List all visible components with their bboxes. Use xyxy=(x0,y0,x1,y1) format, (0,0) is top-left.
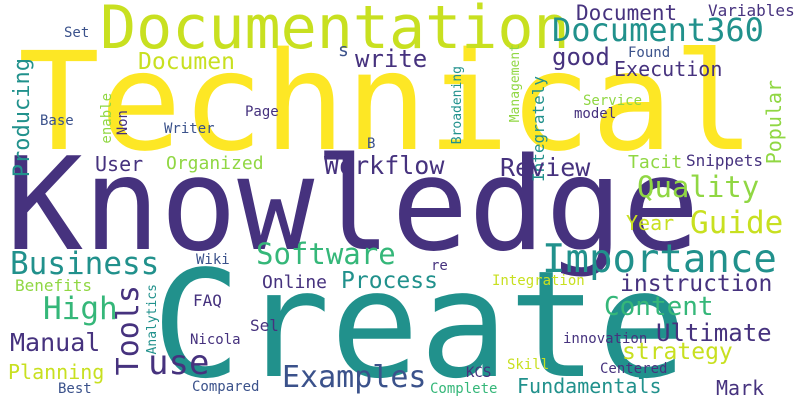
word-broadening: Broadening xyxy=(450,66,465,145)
word-model: model xyxy=(574,106,617,122)
word-high: High xyxy=(43,291,118,327)
word-workflow: Workflow xyxy=(324,151,445,180)
word-s: s xyxy=(338,40,349,61)
word-compared: Compared xyxy=(192,379,260,395)
word-snippets: Snippets xyxy=(686,151,764,170)
word-innovation: innovation xyxy=(563,331,648,347)
word-documen: Documen xyxy=(138,49,235,75)
word-document: Document xyxy=(576,1,678,25)
word-guide: Guide xyxy=(690,205,784,241)
word-importance: Importance xyxy=(542,237,777,282)
word-instruction: instruction xyxy=(620,271,773,297)
word-enable: enable xyxy=(99,93,115,144)
word-integration: Integration xyxy=(492,273,585,289)
word-management: Management xyxy=(508,44,523,123)
word-wiki: Wiki xyxy=(196,252,230,268)
word-strategy: strategy xyxy=(622,339,733,365)
word-manual: Manual xyxy=(10,328,101,357)
word-popular: Popular xyxy=(762,80,786,165)
word-quality: Quality xyxy=(637,170,760,204)
word-variables: Variables xyxy=(708,1,795,20)
word-writer: Writer xyxy=(164,121,215,137)
word-kcs: KCS xyxy=(466,365,492,381)
word-ultimate: Ultimate xyxy=(656,319,772,347)
word-re: re xyxy=(431,258,448,274)
word-centered: Centered xyxy=(600,361,668,377)
word-b: B xyxy=(367,136,376,152)
word-business: Business xyxy=(10,246,160,282)
word-year: Year xyxy=(626,211,675,235)
word-nicola: Nicola xyxy=(190,332,241,348)
word-sel: Sel xyxy=(250,316,279,335)
word-producing: Producing xyxy=(10,58,35,178)
word-benefits: Benefits xyxy=(15,276,93,295)
word-technical: Technical xyxy=(18,24,755,182)
word-fundamentals: Fundamentals xyxy=(517,374,662,398)
word-faq: FAQ xyxy=(193,291,222,310)
word-found: Found xyxy=(628,45,671,61)
word-planning: Planning xyxy=(8,360,105,384)
word-user: User xyxy=(95,152,144,176)
word-process: Process xyxy=(341,268,438,294)
word-good: good xyxy=(552,43,610,71)
word-set: Set xyxy=(64,25,90,41)
word-knowledge: Knowledge xyxy=(6,131,700,280)
word-examples: Examples xyxy=(282,360,427,395)
word-tacit: Tacit xyxy=(628,152,683,173)
word-mark: Mark xyxy=(716,376,765,400)
word-service: Service xyxy=(583,93,643,109)
word-complete: Complete xyxy=(430,381,498,397)
word-best: Best xyxy=(58,381,92,397)
word-review: Review xyxy=(500,153,591,182)
word-tools: Tools xyxy=(111,285,146,376)
word-skill: Skill xyxy=(507,357,550,373)
word-page: Page xyxy=(245,104,279,120)
word-online: Online xyxy=(262,272,328,293)
word-non: Non xyxy=(115,110,131,136)
word-write: write xyxy=(355,45,428,73)
word-execution: Execution xyxy=(614,57,723,81)
word-content: Content xyxy=(604,292,714,322)
word-organized: Organized xyxy=(166,153,264,174)
word-documentation: Documentation xyxy=(100,0,570,63)
word-base: Base xyxy=(40,113,74,129)
word-document360: Document360 xyxy=(552,11,764,49)
word-software: Software xyxy=(256,237,396,271)
word-use: use xyxy=(148,343,210,383)
word-create: Create xyxy=(152,239,687,400)
